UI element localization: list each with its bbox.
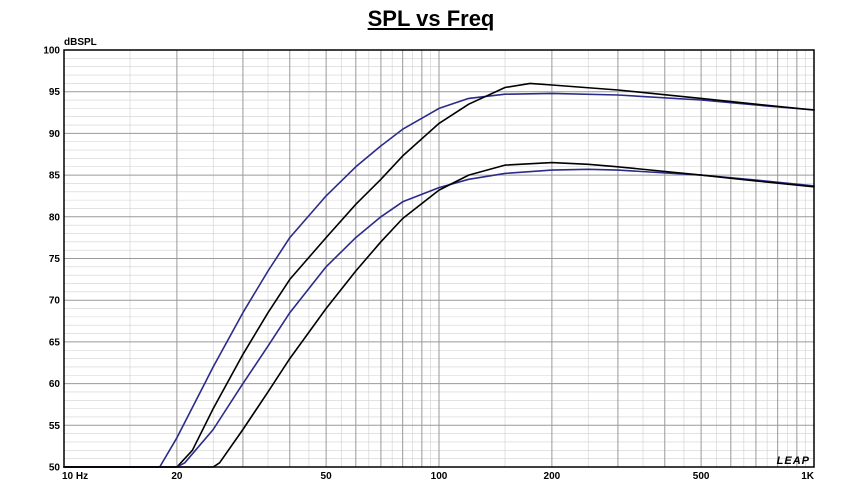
y-tick-label: 85 — [49, 171, 61, 182]
y-axis-label: dBSPL — [64, 37, 97, 48]
series-line — [63, 168, 815, 468]
x-tick-labels: 10 Hz 20 50 100 200 500 1K — [62, 471, 815, 482]
leap-logo: LEAP — [777, 455, 810, 467]
y-tick-label: 70 — [49, 296, 61, 307]
y-tick-label: 50 — [49, 463, 61, 474]
x-tick-label: 20 — [171, 471, 183, 482]
x-tick-label: 50 — [321, 471, 333, 482]
x-tick-label: 500 — [693, 471, 710, 482]
y-tick-label: 100 — [43, 46, 60, 57]
series-layer — [63, 82, 815, 468]
x-tick-label: 100 — [431, 471, 448, 482]
x-tick-label: 1K — [801, 471, 815, 482]
y-tick-label: 75 — [49, 254, 61, 265]
x-tick-label: 200 — [544, 471, 561, 482]
y-tick-label: 80 — [49, 212, 61, 223]
chart-title: SPL vs Freq — [367, 6, 495, 31]
y-tick-label: 60 — [49, 379, 61, 390]
grid-major — [64, 49, 814, 468]
plot-border — [63, 49, 815, 468]
x-tick-label: 10 Hz — [62, 471, 88, 482]
y-tick-label: 90 — [49, 129, 61, 140]
y-tick-label: 65 — [49, 337, 61, 348]
y-tick-label: 95 — [49, 87, 61, 98]
y-tick-label: 55 — [49, 421, 61, 432]
series-line — [63, 92, 815, 468]
series-line — [63, 82, 815, 468]
series-line — [63, 161, 815, 468]
y-tick-labels: 50 55 60 65 70 75 80 85 90 95 100 — [43, 46, 60, 474]
